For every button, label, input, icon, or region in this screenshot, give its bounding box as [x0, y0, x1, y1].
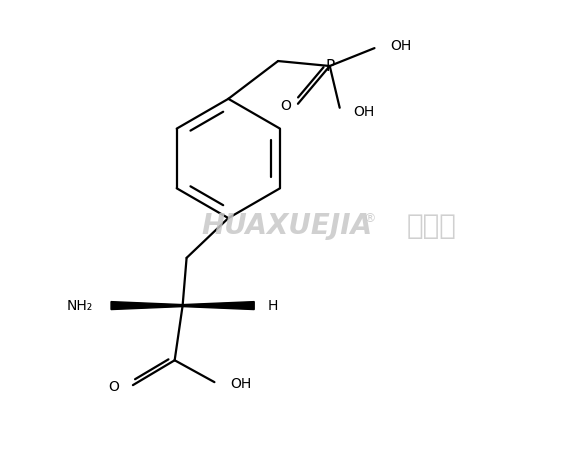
- Text: P: P: [325, 59, 335, 74]
- Text: OH: OH: [230, 377, 251, 391]
- Polygon shape: [183, 302, 254, 310]
- Text: H: H: [268, 299, 278, 312]
- Text: OH: OH: [354, 105, 375, 119]
- Text: O: O: [281, 99, 292, 113]
- Text: HUAXUEJIA: HUAXUEJIA: [201, 212, 373, 240]
- Text: OH: OH: [390, 39, 412, 53]
- Text: ®: ®: [363, 211, 376, 225]
- Text: 化学加: 化学加: [406, 212, 456, 240]
- Text: NH₂: NH₂: [67, 299, 93, 312]
- Polygon shape: [111, 302, 183, 310]
- Text: O: O: [108, 380, 119, 394]
